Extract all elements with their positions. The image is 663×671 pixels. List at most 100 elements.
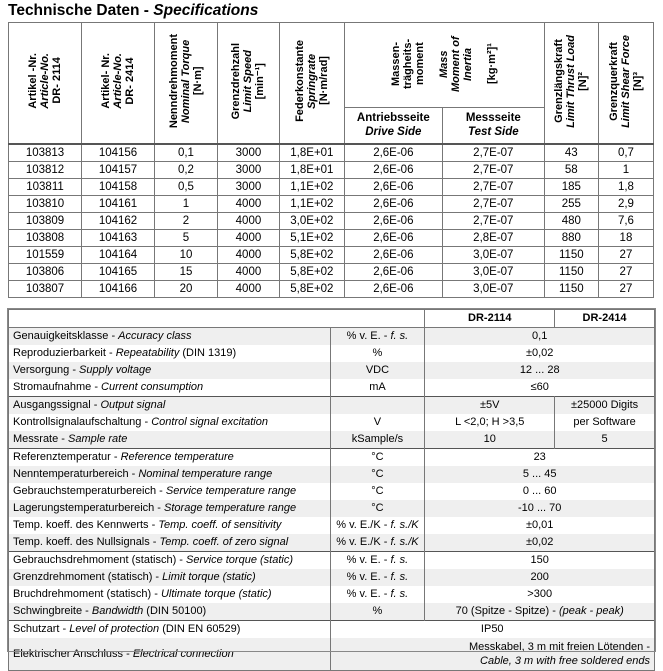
param-value: 200 (424, 569, 655, 586)
header-de: Artikel -Nr. (27, 53, 39, 110)
table-cell: 15 (154, 262, 218, 281)
unit-en: f. s. (390, 571, 409, 583)
table-cell: 27 (597, 245, 655, 264)
subheader-en-text: Drive Side (365, 126, 422, 139)
param-row: Temp. koeff. des Kennwerts - Temp. coeff… (8, 517, 655, 534)
header-en: Article-No. (112, 53, 124, 110)
table-row: 103812 104157 0,2 3000 1,8E+01 2,6E-06 2,7E-07… (8, 160, 655, 179)
param-label: Schwingbreite - Bandwidth (DIN 50100) (8, 603, 331, 621)
param-label-de: Versorgung - (13, 364, 80, 376)
param-value: 0 ... 60 (424, 483, 655, 500)
header-unit: DR- 2414 (124, 57, 136, 105)
param-row: Schutzart - Level of protection (DIN EN … (8, 620, 655, 638)
param-label-de: Temp. koeff. des Kennwerts - (13, 519, 159, 531)
table-cell: 2,6E-06 (343, 160, 443, 179)
table-cell: 18 (597, 228, 655, 247)
header-en: Mass Moment of Inertia (438, 35, 475, 92)
param-label: Versorgung - Supply voltage (8, 362, 331, 379)
value-text: Messkabel, 3 m mit freien Lötenden - (469, 641, 650, 653)
value-en: Cable, 3 m with free soldered ends (480, 655, 650, 667)
table-cell: 2 (154, 211, 218, 230)
model-header: DR-2414 (554, 309, 655, 328)
table-cell: 3,0E+02 (278, 211, 345, 230)
param-label: Kontrollsignalaufschaltung - Control sig… (8, 414, 331, 431)
param-value: IP50 (329, 620, 655, 638)
unit-de: % v. E./K - (336, 536, 391, 548)
param-label-en: Service torque (static) (186, 554, 293, 566)
param-label-en: Sample rate (68, 433, 128, 445)
table-cell: 4000 (216, 211, 280, 230)
param-value: 23 (424, 448, 655, 466)
column-header-text: Grenzlängskraft Limit Thrust Load [N]² (553, 35, 589, 128)
unit-de: % v. E./K - (336, 519, 391, 531)
param-label: Bruchdrehmoment (statisch) - Ultimate to… (8, 586, 331, 603)
param-row: Ausgangssignal - Output signal ±5V ±25000 … (8, 396, 655, 414)
param-label-en: Service temperature range (165, 485, 297, 497)
table-row: 103811 104158 0,5 3000 1,1E+02 2,6E-06 2,7E-07… (8, 177, 655, 196)
column-header-text: Artikel- Nr. Article-No. DR- 2414 (100, 53, 136, 109)
column-header: Federkonstante Springrate [N·m/rad] (278, 22, 345, 144)
table-cell: 3000 (216, 160, 280, 179)
table-cell: 103810 (8, 194, 82, 213)
param-value: ±0,02 (424, 534, 655, 552)
header-en: Article-No. (39, 53, 51, 110)
header-en: Springrate (305, 53, 318, 109)
header-unit: [N]³ (631, 71, 644, 91)
table-cell: 2,9 (597, 194, 655, 213)
param-label: Temp. koeff. des Nullsignals - Temp. coe… (8, 534, 331, 552)
param-label-extra: (DIN 50100) (143, 605, 207, 617)
value-text: 0 ... 60 (522, 485, 557, 497)
table-cell: 103808 (8, 228, 82, 247)
value-text: ≤60 (530, 381, 549, 393)
table-cell: 5,1E+02 (278, 228, 345, 247)
param-label-en: Bandwidth (91, 605, 144, 617)
param-row: Messrate - Sample rate kSample/s 10 5 (8, 431, 655, 449)
table-cell: 4000 (216, 228, 280, 247)
header-de: Grenzquerkraft (607, 41, 620, 121)
value-text: ±0,02 (525, 347, 554, 359)
value-text: 5 ... 45 (522, 468, 557, 480)
table-cell: 3,0E-07 (441, 262, 545, 281)
table-cell: 20 (154, 279, 218, 298)
param-label-en: Repeatability (115, 347, 180, 359)
unit-en: f. s. (390, 554, 409, 566)
value-text: 0,1 (532, 330, 548, 342)
table-cell: 104158 (81, 177, 155, 196)
table-cell: 58 (543, 160, 599, 179)
subheader-en: Test Side (443, 125, 544, 139)
param-label-en: Output signal (100, 399, 166, 411)
unit-de: °C (371, 468, 384, 480)
title-en: Specifications (153, 2, 259, 19)
subheader-en: Drive Side (345, 125, 442, 139)
unit-de: °C (371, 451, 384, 463)
param-unit: VDC (329, 362, 426, 379)
param-label-en: Reference temperature (120, 451, 234, 463)
table-cell: 27 (597, 279, 655, 298)
value-text: 23 (533, 451, 546, 463)
param-label-de: Referenztemperatur - (13, 451, 121, 463)
table-cell: 2,7E-07 (441, 211, 545, 230)
param-value: 10 (424, 431, 556, 449)
param-value: 12 ... 28 (424, 362, 655, 379)
table-cell: 1150 (543, 262, 599, 281)
subheader: Messseite Test Side (441, 107, 545, 144)
table-cell: 104162 (81, 211, 155, 230)
param-value: 0,1 (424, 327, 655, 345)
table-cell: 1,1E+02 (278, 177, 345, 196)
header-en: Nominal Torque (179, 39, 192, 123)
param-unit: °C (329, 448, 426, 466)
parameters-table: DR-2114 DR-2414 Genauigkeitsklasse - Accur… (7, 309, 655, 671)
param-label-en: Level of protection (69, 623, 160, 635)
value-text: 12 ... 28 (519, 364, 560, 376)
value-text: -10 ... 70 (517, 502, 562, 514)
table-row: 103807 104166 20 4000 5,8E+02 2,6E-06 3,0E-07 1… (8, 279, 655, 298)
unit-de: % (372, 347, 383, 359)
param-label-de: Temp. koeff. des Nullsignals - (13, 536, 160, 548)
unit-de: % v. E. - (346, 571, 391, 583)
param-label-en: Accuracy class (118, 330, 192, 342)
params-header-blank (7, 309, 426, 328)
header-en: Limit Thrust Load (565, 34, 578, 128)
param-label-en: Storage temperature range (164, 502, 297, 514)
param-label: Schutzart - Level of protection (DIN EN … (8, 620, 331, 638)
table-cell: 2,7E-07 (441, 177, 545, 196)
